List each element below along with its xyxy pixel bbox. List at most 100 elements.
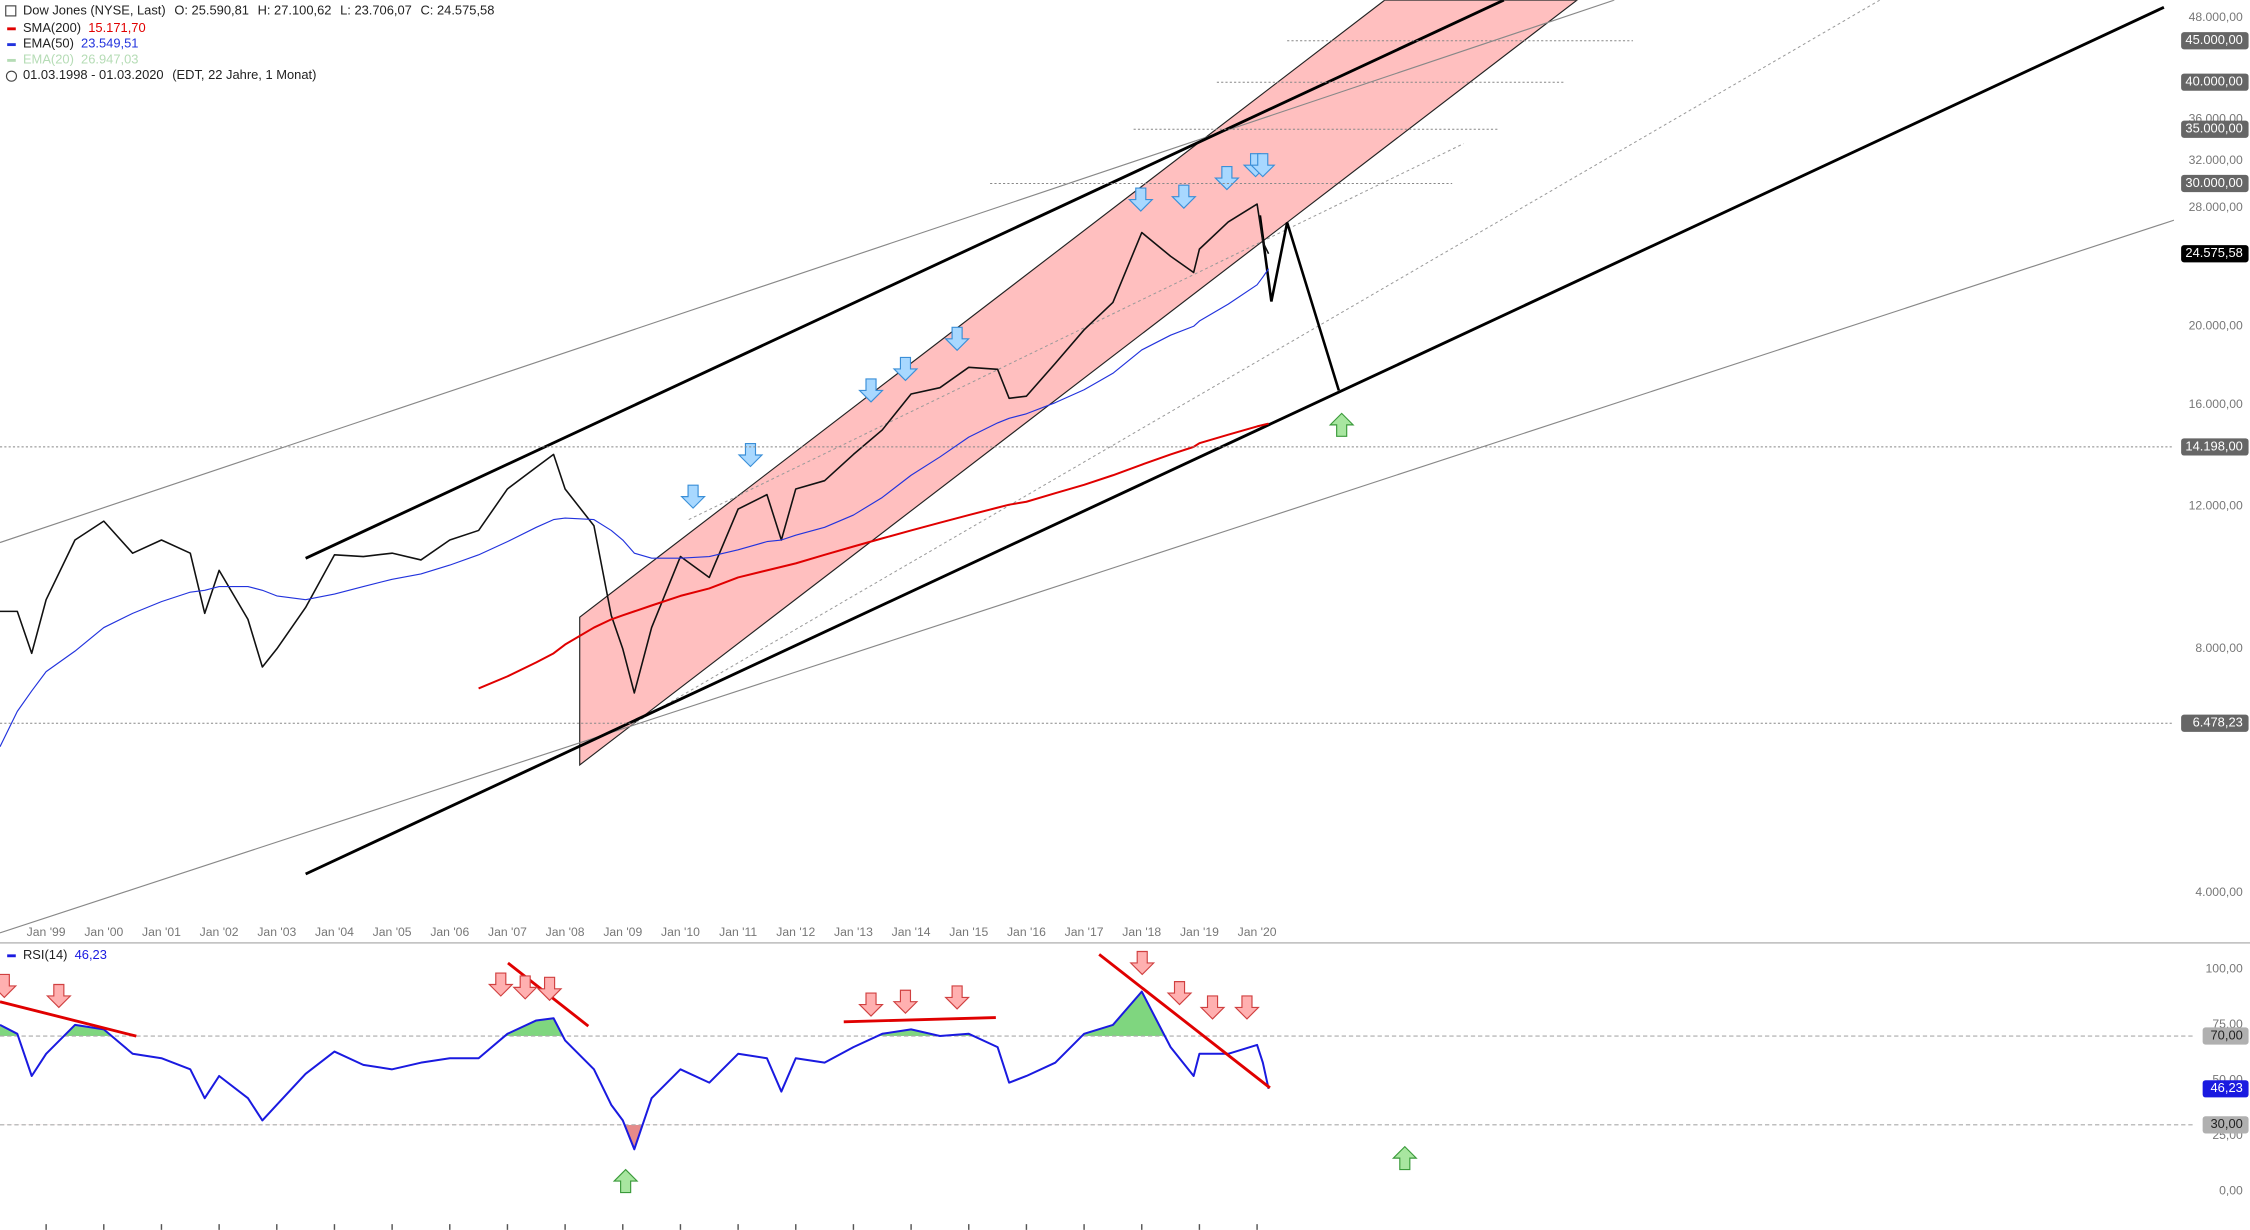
level-box (2181, 438, 2249, 456)
rsi-layer: 0,0025,0050,0075,00100,0070,0030,0046,23… (0, 947, 2249, 1198)
x-tick-label: Jan '15 (949, 925, 988, 939)
oversold-fill (0, 1124, 1269, 1150)
arrow-down (680, 484, 706, 509)
legend-name: EMA(20) (23, 52, 74, 67)
trend-line (305, 5, 2165, 876)
level-label: 24.575,58 (2185, 245, 2242, 260)
indicator-line (478, 422, 1269, 690)
date-range-line: 01.03.1998 - 01.03.2020 (EDT, 22 Jahre, 1… (23, 68, 316, 83)
date-range: 01.03.1998 - 01.03.2020 (23, 68, 164, 83)
y-tick-label: 20.000,00 (2189, 318, 2243, 332)
x-tick-label: Jan '18 (1122, 925, 1161, 939)
x-tick-label: Jan '16 (1007, 925, 1046, 939)
forecast-path (1258, 215, 1341, 391)
x-tick-label: Jan '13 (834, 925, 873, 939)
x-tick-label: Jan '05 (373, 925, 412, 939)
y-tick-label: 4.000,00 (2195, 885, 2243, 899)
x-tick-label: Jan '03 (257, 925, 296, 939)
arrow-down (1234, 995, 1260, 1020)
close: C: 24.575,58 (420, 3, 494, 18)
arrow-down (46, 983, 72, 1009)
arrow-down (488, 972, 513, 997)
legend-value: 23.549,51 (81, 36, 138, 51)
trend-line (843, 1016, 996, 1024)
y-tick-label: 16.000,00 (2189, 397, 2243, 411)
legend-name: SMA(200) (23, 20, 81, 35)
high: H: 27.100,62 (258, 3, 332, 18)
arrow-down (944, 985, 970, 1010)
rsi-title: RSI(14) (23, 947, 67, 962)
legend-value: 26.947,03 (81, 52, 138, 67)
trend-line (1098, 953, 1271, 1089)
trend-line (305, 0, 1505, 560)
header: Dow Jones (NYSE, Last) O: 25.590,81 H: 27.… (5, 3, 494, 83)
x-tick-label: Jan '17 (1065, 925, 1104, 939)
x-tick-label: Jan '06 (430, 925, 469, 939)
clock-icon (5, 70, 18, 82)
level-box (2181, 73, 2249, 91)
x-tick-label: Jan '20 (1238, 925, 1277, 939)
rsi-line (0, 990, 1270, 1151)
arrow-down (537, 976, 562, 1002)
level-label: 35.000,00 (2185, 121, 2242, 136)
arrow-down (858, 992, 884, 1017)
arrow-up (613, 1168, 638, 1194)
rsi-sell-signals (0, 950, 1260, 1020)
y-tick-label: 12.000,00 (2189, 498, 2243, 512)
trend-line (0, 219, 2174, 934)
y-tick-label: 28.000,00 (2189, 200, 2243, 214)
legend-entry: EMA(50) 23.549,51 (23, 36, 139, 51)
arrow-up (1392, 1145, 1418, 1171)
x-tick-label: Jan '02 (200, 925, 239, 939)
series-layer (0, 203, 1270, 747)
trend-line (688, 143, 1464, 521)
level-label: 6.478,23 (2193, 715, 2243, 730)
arrow-down (1130, 950, 1155, 976)
instrument-icon (5, 5, 17, 17)
y-tick-label: 100,00 (2206, 962, 2243, 976)
last-value-box (2202, 1080, 2249, 1098)
level-label: 30,00 (2211, 1116, 2243, 1131)
arrow-down (1200, 995, 1225, 1020)
level-box (2181, 174, 2249, 193)
arrow-up (1329, 412, 1354, 438)
level-label: 40.000,00 (2185, 74, 2242, 89)
arrow-down (512, 975, 538, 1000)
indicator-line (0, 268, 1270, 747)
x-tick-label: Jan '12 (776, 925, 815, 939)
x-tick-label: Jan '11 (719, 925, 757, 939)
level-label: 70,00 (2211, 1027, 2243, 1042)
rsi-value: 46,23 (75, 947, 107, 962)
trend-line (0, 1000, 137, 1038)
open: O: 25.590,81 (174, 3, 249, 18)
legend-value: 15.171,70 (88, 20, 145, 35)
header-line: Dow Jones (NYSE, Last) O: 25.590,81 H: 27.… (23, 3, 494, 18)
legend-name: EMA(50) (23, 36, 74, 51)
y-tick-label: 8.000,00 (2195, 641, 2243, 655)
x-tick-label: Jan '01 (142, 925, 181, 939)
level-box (2181, 32, 2249, 50)
level-box (2202, 1027, 2249, 1045)
level-label: 14.198,00 (2185, 438, 2242, 453)
level-box (2202, 1116, 2249, 1134)
arrow-down (1167, 980, 1192, 1006)
x-tick-label: Jan '99 (27, 925, 66, 939)
x-tick-label: Jan '19 (1180, 925, 1219, 939)
legend-entry: SMA(200) 15.171,70 (23, 20, 146, 35)
level-box (2181, 714, 2249, 732)
x-tick-label: Jan '04 (315, 925, 354, 939)
level-box (2181, 120, 2249, 138)
level-label: 30.000,00 (2185, 175, 2242, 190)
date-range-note: (EDT, 22 Jahre, 1 Monat) (172, 68, 316, 83)
x-tick-label: Jan '09 (603, 925, 642, 939)
price-line (0, 203, 1270, 694)
legend-entry: EMA(20) 26.947,03 (23, 52, 139, 67)
last-value-label: 46,23 (2211, 1080, 2243, 1095)
instrument: Dow Jones (NYSE, Last) (23, 3, 166, 18)
x-tick-label: Jan '10 (661, 925, 700, 939)
arrow-down (893, 989, 918, 1014)
rsi-trend-lines (0, 953, 1271, 1089)
y-tick-label: 48.000,00 (2189, 10, 2243, 24)
